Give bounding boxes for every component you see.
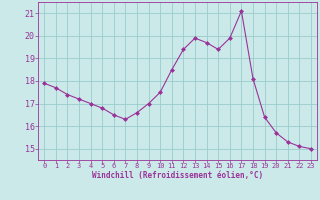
X-axis label: Windchill (Refroidissement éolien,°C): Windchill (Refroidissement éolien,°C): [92, 171, 263, 180]
